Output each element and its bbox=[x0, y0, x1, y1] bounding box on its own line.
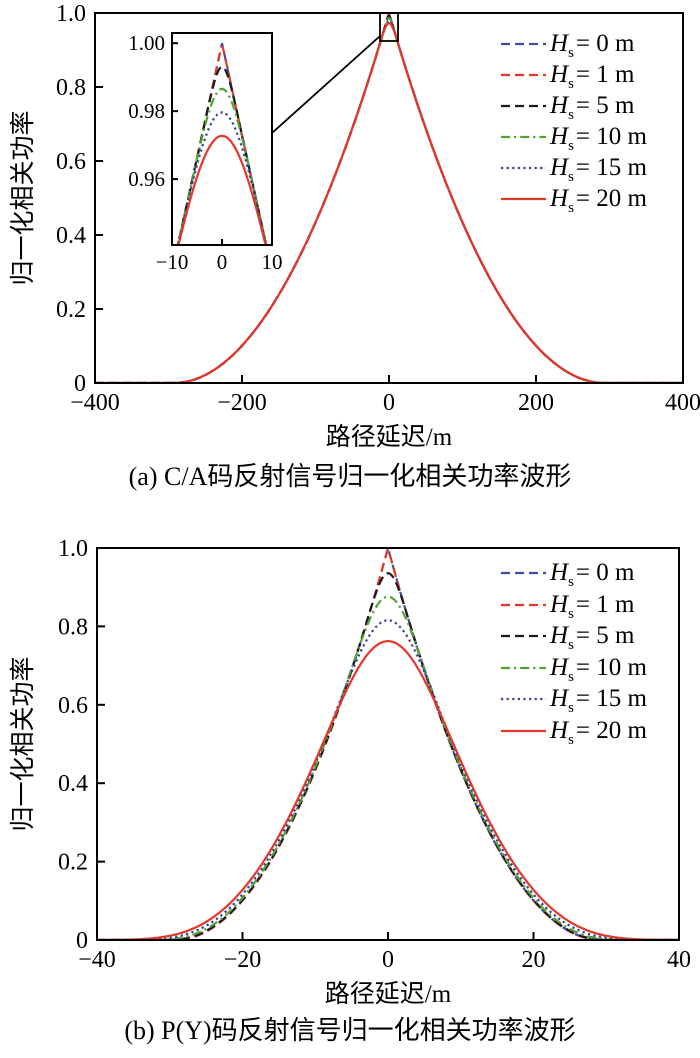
x-tick-label: 200 bbox=[518, 390, 554, 416]
legend-line-hs-5 bbox=[501, 634, 546, 638]
inset-x-tick-label: 0 bbox=[217, 250, 228, 274]
legend-label-hs-0: Hs= 0 m bbox=[550, 30, 635, 61]
legend-line-hs-0 bbox=[501, 571, 546, 575]
x-tick-label: −200 bbox=[217, 390, 267, 416]
y-tick-label: 1.0 bbox=[58, 536, 88, 562]
chart-a-caption: (a) C/A码反射信号归一化相关功率波形 bbox=[128, 462, 572, 491]
x-tick-label: −400 bbox=[70, 390, 120, 416]
legend-line-hs-15 bbox=[501, 697, 546, 701]
legend-label-hs-15: Hs= 15 m bbox=[550, 685, 647, 716]
inset-curve-hs-20 bbox=[177, 134, 267, 245]
chart-b-plot: −40 −20 0 20 40 0 0.2 0.4 0.6 0.8 1.0 bbox=[58, 536, 691, 973]
legend-item-hs-20: Hs= 20 m bbox=[500, 715, 647, 747]
legend-label-hs-15: Hs= 15 m bbox=[550, 154, 647, 185]
inset-y-tick-label: 0.98 bbox=[128, 99, 165, 123]
legend-line-hs-20 bbox=[501, 197, 546, 201]
chart-a-curve-hs-20 bbox=[95, 21, 683, 383]
legend-label-hs-5: Hs= 5 m bbox=[550, 92, 635, 123]
legend-line-hs-0 bbox=[501, 42, 546, 46]
legend-line-hs-10 bbox=[501, 135, 546, 139]
inset-x-tick-label: −10 bbox=[156, 250, 189, 274]
chart-a-y-axis-label: 归一化相关功率 bbox=[10, 110, 37, 286]
chart-a-inset: −10 0 10 0.96 0.98 1.00 bbox=[128, 12, 399, 274]
inset-y-tick-label: 1.00 bbox=[128, 31, 165, 55]
y-tick-label: 0 bbox=[76, 928, 88, 954]
chart-b-y-axis-label: 归一化相关功率 bbox=[10, 656, 37, 832]
inset-curve-hs-15 bbox=[176, 111, 268, 245]
legend-item-hs-10: Hs= 10 m bbox=[500, 121, 647, 154]
legend-line-hs-1 bbox=[501, 603, 546, 606]
legend-line-hs-10 bbox=[501, 666, 546, 669]
y-tick-label: 0.4 bbox=[56, 223, 86, 249]
chart-a-plot: −400 −200 0 200 400 0 0.2 0.4 0.6 0.8 1.0 −10 0 10 0.9… bbox=[56, 1, 700, 416]
chart-b-caption: (b) P(Y)码反射信号归一化相关功率波形 bbox=[124, 1016, 576, 1045]
legend-item-hs-0: Hs= 0 m bbox=[500, 28, 635, 61]
chart-b-curve-hs-20 bbox=[97, 639, 679, 940]
inset-x-tick-label: 10 bbox=[262, 250, 283, 274]
x-tick-label: 40 bbox=[667, 947, 691, 973]
legend-item-hs-15: Hs= 15 m bbox=[500, 152, 647, 185]
legend-item-hs-20: Hs= 20 m bbox=[500, 183, 647, 216]
legend-item-hs-1: Hs= 1 m bbox=[500, 59, 635, 92]
y-tick-label: 0.8 bbox=[58, 614, 88, 640]
legend-item-hs-10: Hs= 10 m bbox=[500, 652, 647, 684]
legend-line-hs-1 bbox=[501, 73, 546, 77]
legend-item-hs-1: Hs= 1 m bbox=[500, 589, 634, 621]
legend-line-hs-15 bbox=[501, 166, 546, 170]
inset-callout-line bbox=[271, 35, 381, 134]
chart-a-x-axis-label: 路径延迟/m bbox=[325, 424, 453, 451]
x-tick-label: 400 bbox=[665, 390, 700, 416]
legend-label-hs-20: Hs= 20 m bbox=[550, 185, 647, 216]
legend-label-hs-10: Hs= 10 m bbox=[550, 123, 647, 154]
legend-item-hs-0: Hs= 0 m bbox=[500, 557, 635, 590]
x-tick-label: 0 bbox=[382, 947, 394, 973]
x-tick-label: 0 bbox=[383, 390, 395, 416]
inset-y-tick-label: 0.96 bbox=[128, 167, 165, 191]
x-tick-label: −40 bbox=[78, 947, 116, 973]
peak-callout-rect bbox=[379, 12, 399, 42]
y-tick-label: 1.0 bbox=[56, 1, 86, 27]
legend-line-hs-5 bbox=[501, 104, 546, 108]
chart-b-curve-hs-5 bbox=[97, 572, 679, 940]
legend-item-hs-15: Hs= 15 m bbox=[500, 683, 647, 716]
y-tick-label: 0.8 bbox=[56, 75, 86, 101]
legend-label-hs-1: Hs= 1 m bbox=[550, 590, 635, 622]
y-tick-label: 0 bbox=[74, 371, 86, 397]
legend-label-hs-5: Hs= 5 m bbox=[550, 622, 635, 653]
legend-item-hs-5: Hs= 5 m bbox=[500, 620, 635, 653]
legend-label-hs-1: Hs= 1 m bbox=[550, 61, 635, 92]
y-tick-label: 0.6 bbox=[56, 149, 86, 175]
y-tick-label: 0.2 bbox=[58, 850, 88, 876]
x-tick-label: 20 bbox=[522, 947, 546, 973]
legend-label-hs-0: Hs= 0 m bbox=[550, 559, 635, 590]
y-tick-label: 0.6 bbox=[58, 693, 88, 719]
legend-line-hs-20 bbox=[501, 729, 546, 732]
chart-b-x-axis-label: 路径延迟/m bbox=[324, 981, 452, 1008]
chart-b-curve-hs-10 bbox=[97, 595, 679, 940]
legend-label-hs-10: Hs= 10 m bbox=[550, 653, 647, 685]
y-tick-label: 0.4 bbox=[58, 771, 88, 797]
y-tick-label: 0.2 bbox=[56, 297, 86, 323]
legend-label-hs-20: Hs= 20 m bbox=[550, 716, 647, 748]
legend-item-hs-5: Hs= 5 m bbox=[500, 90, 635, 123]
x-tick-label: −20 bbox=[224, 947, 262, 973]
